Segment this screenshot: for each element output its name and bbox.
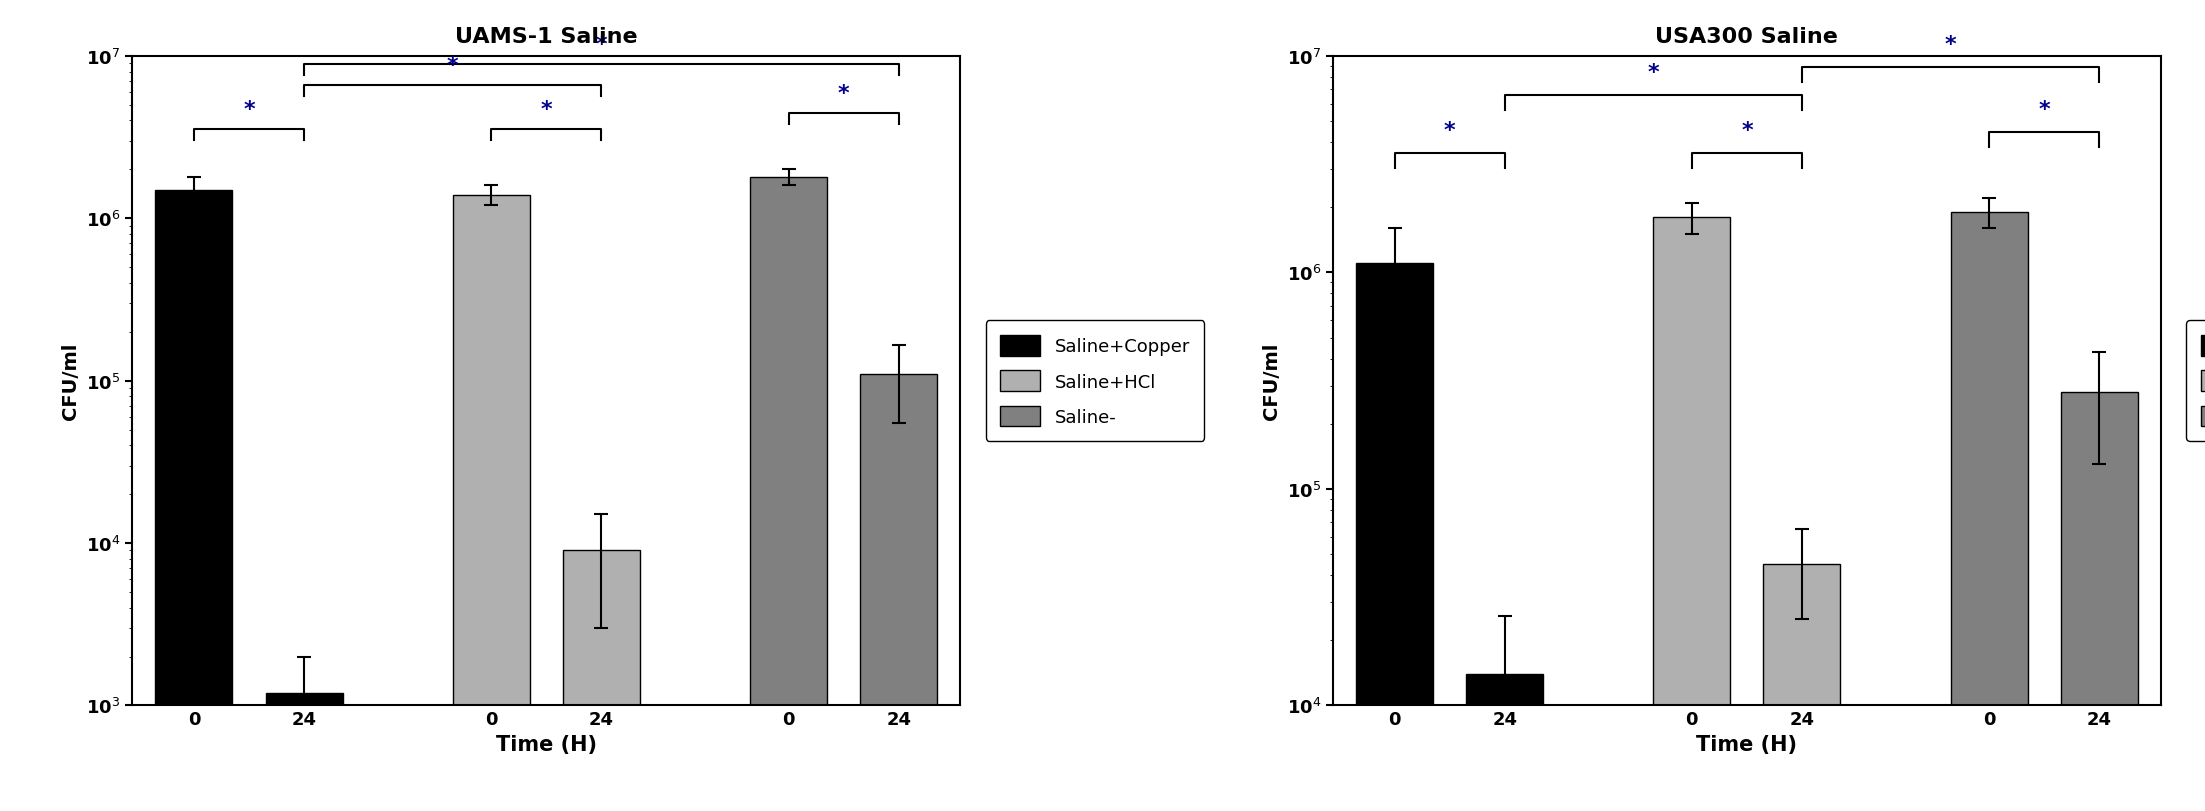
Bar	[562, 551, 639, 811]
Text: *: *	[1647, 62, 1658, 83]
Bar	[1466, 674, 1543, 811]
Title: UAMS-1 Saline: UAMS-1 Saline	[454, 27, 637, 47]
Bar	[452, 195, 529, 811]
Bar	[1951, 212, 2029, 811]
Bar	[1356, 264, 1433, 811]
Title: USA300 Saline: USA300 Saline	[1656, 27, 1839, 47]
Bar	[265, 693, 342, 811]
Y-axis label: CFU/ml: CFU/ml	[62, 342, 79, 420]
Bar	[154, 191, 232, 811]
Y-axis label: CFU/ml: CFU/ml	[1261, 342, 1281, 420]
Text: *: *	[448, 56, 459, 76]
Text: *: *	[1742, 121, 1753, 141]
X-axis label: Time (H): Time (H)	[496, 734, 598, 754]
Text: *: *	[2037, 100, 2051, 119]
Text: *: *	[595, 35, 606, 55]
Legend: Saline+Copper, Saline+HCl, Saline-: Saline+Copper, Saline+HCl, Saline-	[2187, 321, 2205, 441]
X-axis label: Time (H): Time (H)	[1696, 734, 1797, 754]
Bar	[1764, 564, 1841, 811]
Bar	[750, 178, 827, 811]
Text: *: *	[243, 100, 256, 120]
Text: *: *	[1444, 121, 1455, 141]
Legend: Saline+Copper, Saline+HCl, Saline-: Saline+Copper, Saline+HCl, Saline-	[986, 321, 1204, 441]
Text: *: *	[540, 100, 551, 120]
Bar	[2062, 393, 2139, 811]
Text: *: *	[1945, 35, 1956, 54]
Bar	[1654, 218, 1731, 811]
Text: *: *	[838, 84, 849, 104]
Bar	[860, 375, 937, 811]
